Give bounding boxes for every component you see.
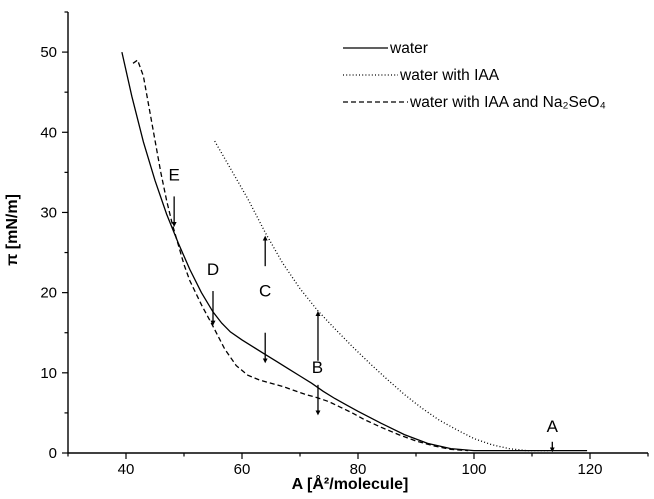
annotation-label-E: E — [168, 165, 179, 184]
legend-label-1: water with IAA — [399, 67, 500, 84]
axis-frame — [67, 12, 648, 454]
y-tick-label: 0 — [49, 445, 57, 462]
x-axis-title: A [Å²/molecule] — [292, 474, 409, 493]
x-tick-label: 40 — [118, 461, 135, 478]
annotation-label-A: A — [547, 417, 559, 436]
x-tick-label: 80 — [350, 461, 367, 478]
y-tick-label: 20 — [40, 285, 57, 302]
y-tick-label: 50 — [40, 44, 57, 61]
x-tick-label: 100 — [461, 461, 486, 478]
annotations: A B C D E — [168, 165, 559, 453]
annotation-label-C: C — [259, 282, 271, 301]
y-tick-label: 40 — [40, 124, 57, 141]
annotation-label-B: B — [312, 358, 323, 377]
x-tick-label: 120 — [577, 461, 602, 478]
x-tick-label: 60 — [234, 461, 251, 478]
annotation-label-D: D — [207, 260, 219, 279]
axes: 40 60 80 100 120 0 10 20 30 40 50 — [40, 11, 649, 478]
y-tick-label: 30 — [40, 204, 57, 221]
legend-label-0: water — [389, 40, 428, 57]
series-line-0 — [121, 51, 588, 452]
legend: water water with IAA water with IAA and Na… — [343, 40, 606, 111]
series-lines — [121, 51, 588, 452]
legend-label-2: water with IAA and Na₂SeO₄ — [409, 94, 606, 111]
y-axis-title: π [mN/m] — [4, 194, 21, 266]
y-tick-label: 10 — [40, 365, 57, 382]
